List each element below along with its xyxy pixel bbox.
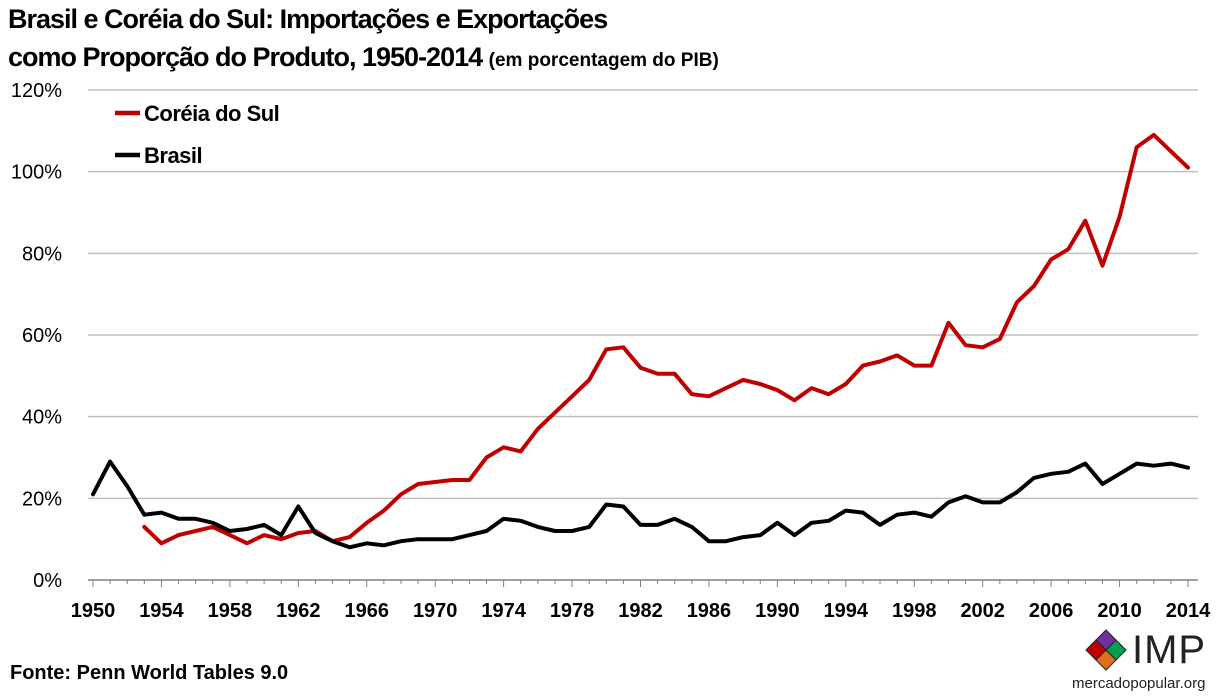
- y-tick-label: 0%: [33, 570, 62, 592]
- x-tick-label: 1990: [755, 600, 800, 622]
- y-tick-label: 120%: [11, 80, 62, 102]
- x-tick-label: 1986: [687, 600, 732, 622]
- logo-url[interactable]: mercadopopular.org: [1072, 675, 1206, 692]
- x-tick-label: 1950: [71, 600, 116, 622]
- x-tick-label: 1958: [208, 600, 253, 622]
- x-tick-label: 2014: [1166, 600, 1211, 622]
- y-tick-label: 100%: [11, 162, 62, 184]
- source-note: Fonte: Penn World Tables 9.0: [10, 662, 289, 684]
- x-tick-label: 1978: [550, 600, 595, 622]
- legend-label: Brasil: [144, 143, 202, 168]
- chart-title-main: como Proporção do Produto, 1950-2014: [8, 42, 483, 72]
- x-tick-label: 1982: [618, 600, 663, 622]
- x-tick-label: 1962: [276, 600, 321, 622]
- x-tick-label: 1994: [824, 600, 869, 622]
- logo-diamonds-icon: [1085, 629, 1127, 671]
- y-tick-label: 40%: [22, 407, 62, 429]
- x-tick-label: 2002: [960, 600, 1005, 622]
- x-tick-label: 1998: [892, 600, 937, 622]
- series-line-brasil: [91, 459, 1190, 550]
- y-tick-label: 80%: [22, 243, 62, 265]
- chart-title: Brasil e Coréia do Sul: Importações e Ex…: [8, 4, 608, 34]
- chart-title-line2: como Proporção do Produto, 1950-2014 (em…: [8, 42, 719, 73]
- x-tick-label: 1966: [345, 600, 390, 622]
- chart-subtitle: (em porcentagem do PIB): [488, 50, 719, 71]
- y-tick-label: 20%: [22, 488, 62, 510]
- logo-text: IMP: [1132, 628, 1207, 672]
- x-tick-label: 1974: [481, 600, 526, 622]
- legend-label: Coréia do Sul: [144, 101, 279, 126]
- x-tick-label: 2006: [1029, 600, 1074, 622]
- y-tick-label: 60%: [22, 325, 62, 347]
- x-tick-label: 1970: [413, 600, 458, 622]
- x-tick-label: 2010: [1097, 600, 1142, 622]
- imp-logo: IMP mercadopopular.org: [1072, 628, 1220, 698]
- x-tick-label: 1954: [139, 600, 184, 622]
